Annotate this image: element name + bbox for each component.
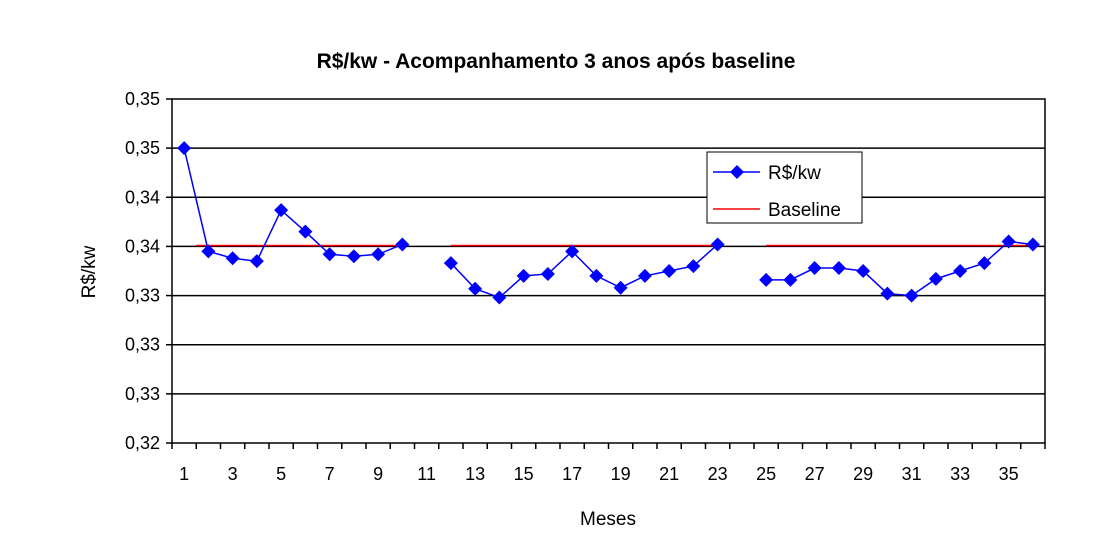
data-point	[710, 237, 725, 252]
x-axis-label: Meses	[580, 509, 636, 530]
data-point	[201, 244, 216, 259]
y-tick-label: 0,35	[125, 89, 160, 109]
x-axis-ticks: 1 3 5 7 9 11 13 15 17 19 21 23 25 27 29 31 33 35	[171, 443, 1046, 484]
rkw-series	[177, 141, 1040, 305]
x-tick-label: 17	[562, 464, 582, 484]
data-point	[856, 264, 871, 278]
x-tick-label: 15	[514, 464, 534, 484]
x-tick-label: 31	[902, 464, 922, 484]
y-tick-label: 0,33	[125, 286, 160, 306]
series-line	[766, 240, 1033, 297]
data-point	[613, 280, 628, 295]
data-point	[322, 247, 337, 262]
data-point	[371, 247, 386, 262]
data-point	[346, 249, 361, 264]
x-tick-label: 27	[805, 464, 825, 484]
y-tick-label: 0,33	[125, 384, 160, 404]
x-tick-label: 33	[950, 464, 970, 484]
data-point	[492, 290, 507, 305]
data-point	[831, 261, 846, 276]
legend: R$/kw Baseline	[706, 151, 863, 224]
y-tick-label: 0,34	[125, 187, 160, 207]
legend-baseline-label: Baseline	[768, 200, 841, 221]
legend-box	[706, 151, 863, 224]
series-line	[450, 243, 719, 299]
data-point	[443, 256, 458, 271]
data-point	[298, 224, 313, 239]
plot-area	[171, 98, 1046, 444]
data-point	[686, 259, 701, 274]
x-tick-label: 1	[179, 464, 189, 484]
data-point	[662, 264, 677, 278]
data-point	[589, 268, 604, 283]
chart-title: R$/kw - Acompanhamento 3 anos após basel…	[317, 50, 796, 73]
legend-rkw-label: R$/kw	[768, 163, 821, 184]
y-axis-ticks: 0,32 0,33 0,33 0,33 0,34 0,34 0,35 0,35	[125, 89, 172, 453]
data-point	[1025, 237, 1040, 252]
y-tick-label: 0,34	[125, 236, 160, 256]
data-point	[904, 288, 919, 303]
data-point	[274, 203, 289, 218]
data-point	[249, 254, 264, 269]
data-point	[516, 268, 531, 283]
data-point	[807, 261, 822, 276]
y-tick-label: 0,32	[125, 433, 160, 453]
data-point	[880, 286, 895, 301]
x-tick-label: 7	[325, 464, 335, 484]
x-tick-label: 13	[465, 464, 485, 484]
x-tick-label: 21	[659, 464, 679, 484]
data-point	[977, 256, 992, 271]
x-tick-label: 9	[373, 464, 383, 484]
data-point	[395, 237, 410, 252]
data-point	[928, 271, 943, 286]
legend-rkw-marker	[730, 165, 744, 179]
data-point	[637, 268, 652, 283]
data-point	[953, 264, 968, 278]
data-point	[468, 281, 483, 296]
x-tick-label: 3	[228, 464, 238, 484]
x-tick-label: 11	[417, 464, 436, 484]
data-point	[177, 141, 192, 156]
data-point	[225, 251, 240, 266]
data-point	[540, 266, 555, 281]
x-tick-label: 19	[611, 464, 631, 484]
x-tick-label: 29	[853, 464, 873, 484]
data-point	[759, 272, 774, 287]
data-point	[783, 272, 798, 287]
x-tick-label: 5	[276, 464, 286, 484]
y-axis-label: R$/kw	[79, 245, 100, 298]
y-tick-label: 0,33	[125, 335, 160, 355]
gridlines	[172, 147, 1045, 395]
series-line	[183, 147, 403, 262]
x-tick-label: 35	[999, 464, 1019, 484]
x-tick-label: 25	[756, 464, 776, 484]
y-tick-label: 0,35	[125, 138, 160, 158]
x-tick-label: 23	[708, 464, 728, 484]
data-point	[1001, 234, 1016, 249]
data-point	[565, 244, 580, 259]
